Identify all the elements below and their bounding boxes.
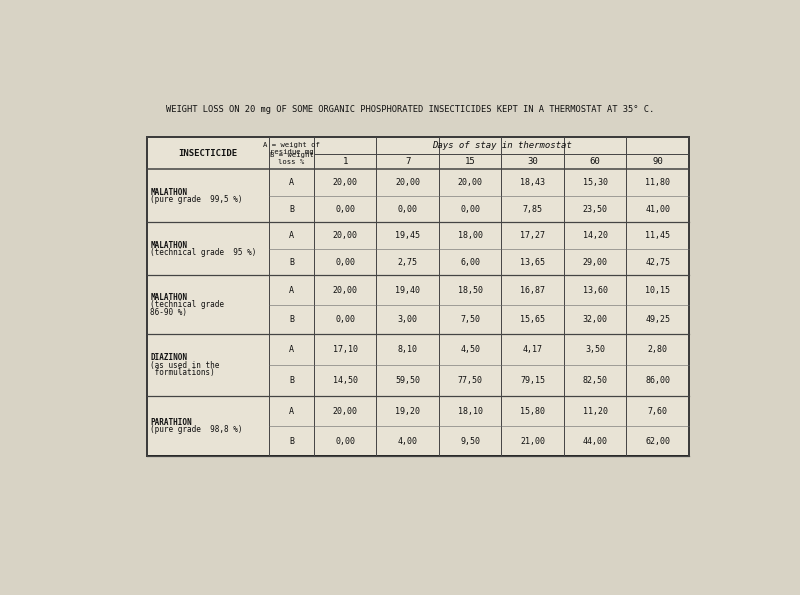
- Text: 6,00: 6,00: [460, 258, 480, 267]
- Text: 41,00: 41,00: [646, 205, 670, 214]
- Text: 0,00: 0,00: [460, 205, 480, 214]
- Text: 59,50: 59,50: [395, 376, 420, 385]
- Text: DIAZINON: DIAZINON: [150, 353, 187, 362]
- Text: 19,20: 19,20: [395, 406, 420, 416]
- Text: 20,00: 20,00: [333, 286, 358, 295]
- Text: MALATHON: MALATHON: [150, 241, 187, 250]
- Text: A: A: [289, 406, 294, 416]
- Text: 4,50: 4,50: [460, 345, 480, 354]
- Text: 10,15: 10,15: [646, 286, 670, 295]
- Text: INSECTICIDE: INSECTICIDE: [178, 149, 238, 158]
- Text: B: B: [289, 437, 294, 446]
- Text: 86-90 %): 86-90 %): [150, 308, 187, 317]
- Text: 32,00: 32,00: [582, 315, 608, 324]
- Text: 14,50: 14,50: [333, 376, 358, 385]
- Text: 15: 15: [465, 157, 475, 166]
- Text: 11,20: 11,20: [582, 406, 608, 416]
- Text: 16,87: 16,87: [520, 286, 546, 295]
- Text: WEIGHT LOSS ON 20 mg OF SOME ORGANIC PHOSPHORATED INSECTICIDES KEPT IN A THERMOS: WEIGHT LOSS ON 20 mg OF SOME ORGANIC PHO…: [166, 105, 654, 114]
- Text: B: B: [289, 205, 294, 214]
- Text: formulations): formulations): [150, 368, 215, 377]
- Text: 44,00: 44,00: [582, 437, 608, 446]
- Text: 60: 60: [590, 157, 601, 166]
- Text: (technical grade  95 %): (technical grade 95 %): [150, 248, 257, 257]
- Text: 42,75: 42,75: [646, 258, 670, 267]
- Text: B: B: [289, 315, 294, 324]
- Text: 62,00: 62,00: [646, 437, 670, 446]
- Text: 15,30: 15,30: [582, 178, 608, 187]
- Text: 0,00: 0,00: [335, 258, 355, 267]
- Text: 20,00: 20,00: [395, 178, 420, 187]
- Text: 82,50: 82,50: [582, 376, 608, 385]
- Text: 14,20: 14,20: [582, 231, 608, 240]
- Text: 49,25: 49,25: [646, 315, 670, 324]
- Text: PARATHION: PARATHION: [150, 418, 192, 427]
- Text: 17,27: 17,27: [520, 231, 546, 240]
- Text: 20,00: 20,00: [333, 178, 358, 187]
- Text: (pure grade  98,8 %): (pure grade 98,8 %): [150, 425, 243, 434]
- Text: 19,45: 19,45: [395, 231, 420, 240]
- Text: MALATHON: MALATHON: [150, 187, 187, 196]
- Text: 7,60: 7,60: [648, 406, 668, 416]
- Text: 7,50: 7,50: [460, 315, 480, 324]
- Text: 2,75: 2,75: [398, 258, 418, 267]
- Text: 20,00: 20,00: [458, 178, 482, 187]
- Text: 29,00: 29,00: [582, 258, 608, 267]
- Text: 19,40: 19,40: [395, 286, 420, 295]
- Text: A = weight of
residue mg: A = weight of residue mg: [263, 142, 320, 155]
- Text: 11,45: 11,45: [646, 231, 670, 240]
- Text: (as used in the: (as used in the: [150, 361, 220, 369]
- Text: 4,17: 4,17: [522, 345, 542, 354]
- Text: 20,00: 20,00: [333, 406, 358, 416]
- Bar: [146, 137, 689, 456]
- Text: 0,00: 0,00: [335, 437, 355, 446]
- Text: 13,65: 13,65: [520, 258, 546, 267]
- Text: 15,80: 15,80: [520, 406, 546, 416]
- Text: 7,85: 7,85: [522, 205, 542, 214]
- Text: B: B: [289, 258, 294, 267]
- Text: 21,00: 21,00: [520, 437, 546, 446]
- Text: 0,00: 0,00: [335, 315, 355, 324]
- Text: 15,65: 15,65: [520, 315, 546, 324]
- Text: 90: 90: [652, 157, 663, 166]
- Text: 11,80: 11,80: [646, 178, 670, 187]
- Text: 13,60: 13,60: [582, 286, 608, 295]
- Text: A: A: [289, 231, 294, 240]
- Text: B: B: [289, 376, 294, 385]
- Text: 30: 30: [527, 157, 538, 166]
- Text: B = weight
loss %: B = weight loss %: [270, 152, 314, 165]
- Text: 79,15: 79,15: [520, 376, 546, 385]
- Text: 18,10: 18,10: [458, 406, 482, 416]
- Text: A: A: [289, 178, 294, 187]
- Text: 0,00: 0,00: [398, 205, 418, 214]
- Text: 3,50: 3,50: [586, 345, 606, 354]
- Text: 77,50: 77,50: [458, 376, 482, 385]
- Text: A: A: [289, 345, 294, 354]
- Text: 1: 1: [342, 157, 348, 166]
- Text: 20,00: 20,00: [333, 231, 358, 240]
- Text: 2,80: 2,80: [648, 345, 668, 354]
- Text: 9,50: 9,50: [460, 437, 480, 446]
- Text: 18,50: 18,50: [458, 286, 482, 295]
- Text: 0,00: 0,00: [335, 205, 355, 214]
- Text: 23,50: 23,50: [582, 205, 608, 214]
- Text: 4,00: 4,00: [398, 437, 418, 446]
- Text: 8,10: 8,10: [398, 345, 418, 354]
- Text: A: A: [289, 286, 294, 295]
- Text: MALATHON: MALATHON: [150, 293, 187, 302]
- Text: Days of stay in thermostat: Days of stay in thermostat: [431, 141, 571, 150]
- Text: 18,43: 18,43: [520, 178, 546, 187]
- Text: 7: 7: [405, 157, 410, 166]
- Text: 86,00: 86,00: [646, 376, 670, 385]
- Text: 18,00: 18,00: [458, 231, 482, 240]
- Text: 3,00: 3,00: [398, 315, 418, 324]
- Text: 17,10: 17,10: [333, 345, 358, 354]
- Text: (pure grade  99,5 %): (pure grade 99,5 %): [150, 195, 243, 204]
- Text: (technical grade: (technical grade: [150, 300, 224, 309]
